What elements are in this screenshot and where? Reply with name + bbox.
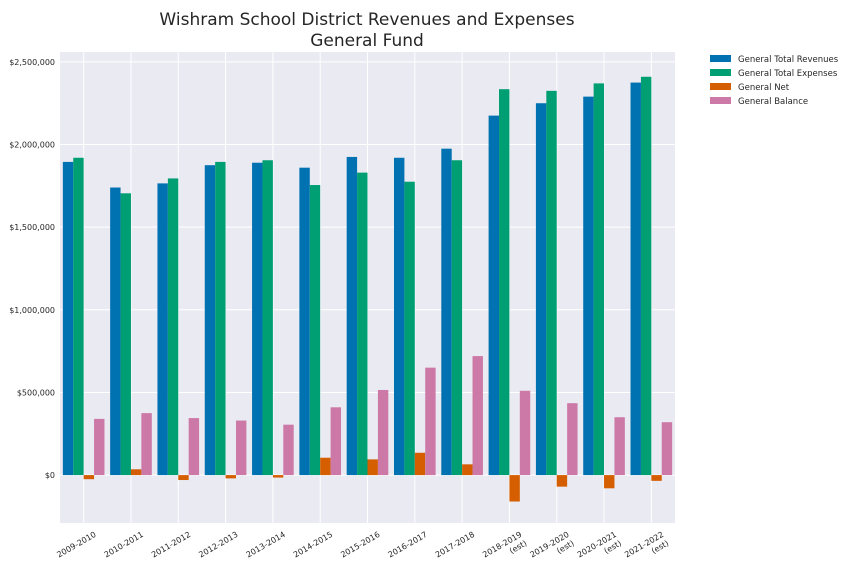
bar (404, 181, 415, 476)
bar (567, 403, 578, 476)
bar (367, 459, 378, 476)
bar (451, 160, 463, 476)
bar (583, 96, 594, 476)
x-tick-label: 2020-2021(est) (576, 530, 623, 568)
bar (472, 356, 483, 476)
bar (499, 89, 510, 476)
bars (62, 76, 673, 502)
bar (330, 407, 342, 476)
x-tick-label: 2014-2015 (292, 530, 334, 560)
bar (283, 424, 294, 476)
bar (509, 475, 520, 502)
x-tick-label-line: 2012-2013 (197, 530, 239, 560)
y-tick-label: $0 (45, 471, 55, 480)
legend-label: General Balance (738, 97, 808, 107)
bar (377, 389, 389, 476)
x-tick-label: 2021-2022(est) (623, 530, 670, 568)
bar (62, 161, 74, 476)
bar (441, 148, 452, 476)
x-tick-label-line: 2016-2017 (387, 530, 429, 560)
bar (83, 475, 95, 480)
bar (630, 82, 641, 476)
x-tick-label-line: 2009-2010 (55, 530, 97, 560)
bar (593, 83, 605, 476)
y-tick-label: $1,000,000 (9, 306, 55, 315)
bar (320, 457, 331, 476)
y-tick-label: $500,000 (17, 388, 55, 397)
x-tick-label: 2017-2018 (434, 530, 476, 560)
bar (556, 475, 568, 487)
bar (188, 418, 200, 476)
bar (178, 475, 189, 481)
x-tick-label-line: 2015-2016 (339, 530, 381, 560)
bar (215, 161, 226, 476)
bar (346, 156, 358, 476)
bar (167, 178, 179, 476)
bar (535, 103, 547, 476)
x-tick-label-line: 2010-2011 (103, 530, 145, 560)
bar (262, 160, 273, 476)
legend: General Total Revenues General Total Expe… (710, 55, 839, 107)
bar (157, 183, 168, 476)
legend-swatch (710, 55, 731, 62)
x-tick-label: 2009-2010 (55, 530, 97, 560)
bar (425, 367, 436, 476)
bar (519, 390, 531, 476)
bar (252, 162, 263, 476)
bar (393, 157, 405, 476)
x-tick-label-line: 2014-2015 (292, 530, 334, 560)
x-tick-label: 2012-2013 (197, 530, 239, 560)
bar (73, 157, 84, 476)
x-tick-label: 2010-2011 (103, 530, 145, 560)
legend-swatch (710, 69, 731, 76)
bar (130, 469, 142, 476)
bar (604, 475, 615, 489)
x-tick-label: 2019-2020(est) (528, 530, 575, 568)
bar (651, 475, 662, 481)
x-tick-label: 2015-2016 (339, 530, 381, 560)
bar (94, 418, 105, 476)
x-tick-label: 2016-2017 (387, 530, 429, 560)
x-tick-label-line: 2017-2018 (434, 530, 476, 560)
x-tick-label: 2011-2012 (150, 530, 192, 560)
bar (488, 115, 500, 476)
chart-title-line-2: General Fund (310, 31, 424, 51)
x-tick-label-line: 2013-2014 (245, 530, 287, 560)
bar (120, 193, 131, 476)
bar (462, 464, 473, 476)
bar (272, 475, 284, 478)
x-tick-label: 2018-2019(est) (481, 530, 528, 568)
bar (299, 167, 310, 476)
bar (225, 475, 236, 479)
x-axis: 2009-2010 2010-2011 2011-2012 2012-2013 2013… (55, 530, 670, 568)
bar (614, 417, 625, 476)
bar (141, 413, 152, 476)
legend-swatch (710, 83, 731, 90)
legend-swatch (710, 97, 731, 104)
bar (235, 420, 247, 476)
bar (661, 422, 673, 476)
bar (640, 76, 652, 476)
y-tick-label: $2,000,000 (9, 141, 55, 150)
bar (204, 165, 216, 476)
x-tick-label-line: 2011-2012 (150, 530, 192, 560)
chart-title-line-1: Wishram School District Revenues and Exp… (159, 10, 574, 30)
y-axis: $0 $500,000 $1,000,000 $1,500,000 $2,000,000… (9, 58, 55, 480)
bar (110, 187, 121, 476)
bar (357, 172, 368, 476)
bar (309, 185, 321, 476)
y-tick-label: $1,500,000 (9, 223, 55, 232)
bar (546, 90, 557, 476)
x-tick-label: 2013-2014 (245, 530, 287, 560)
legend-label: General Net (738, 83, 790, 93)
bar (414, 452, 426, 476)
legend-label: General Total Revenues (738, 55, 839, 65)
legend-label: General Total Expenses (738, 69, 838, 79)
y-tick-label: $2,500,000 (9, 58, 55, 67)
